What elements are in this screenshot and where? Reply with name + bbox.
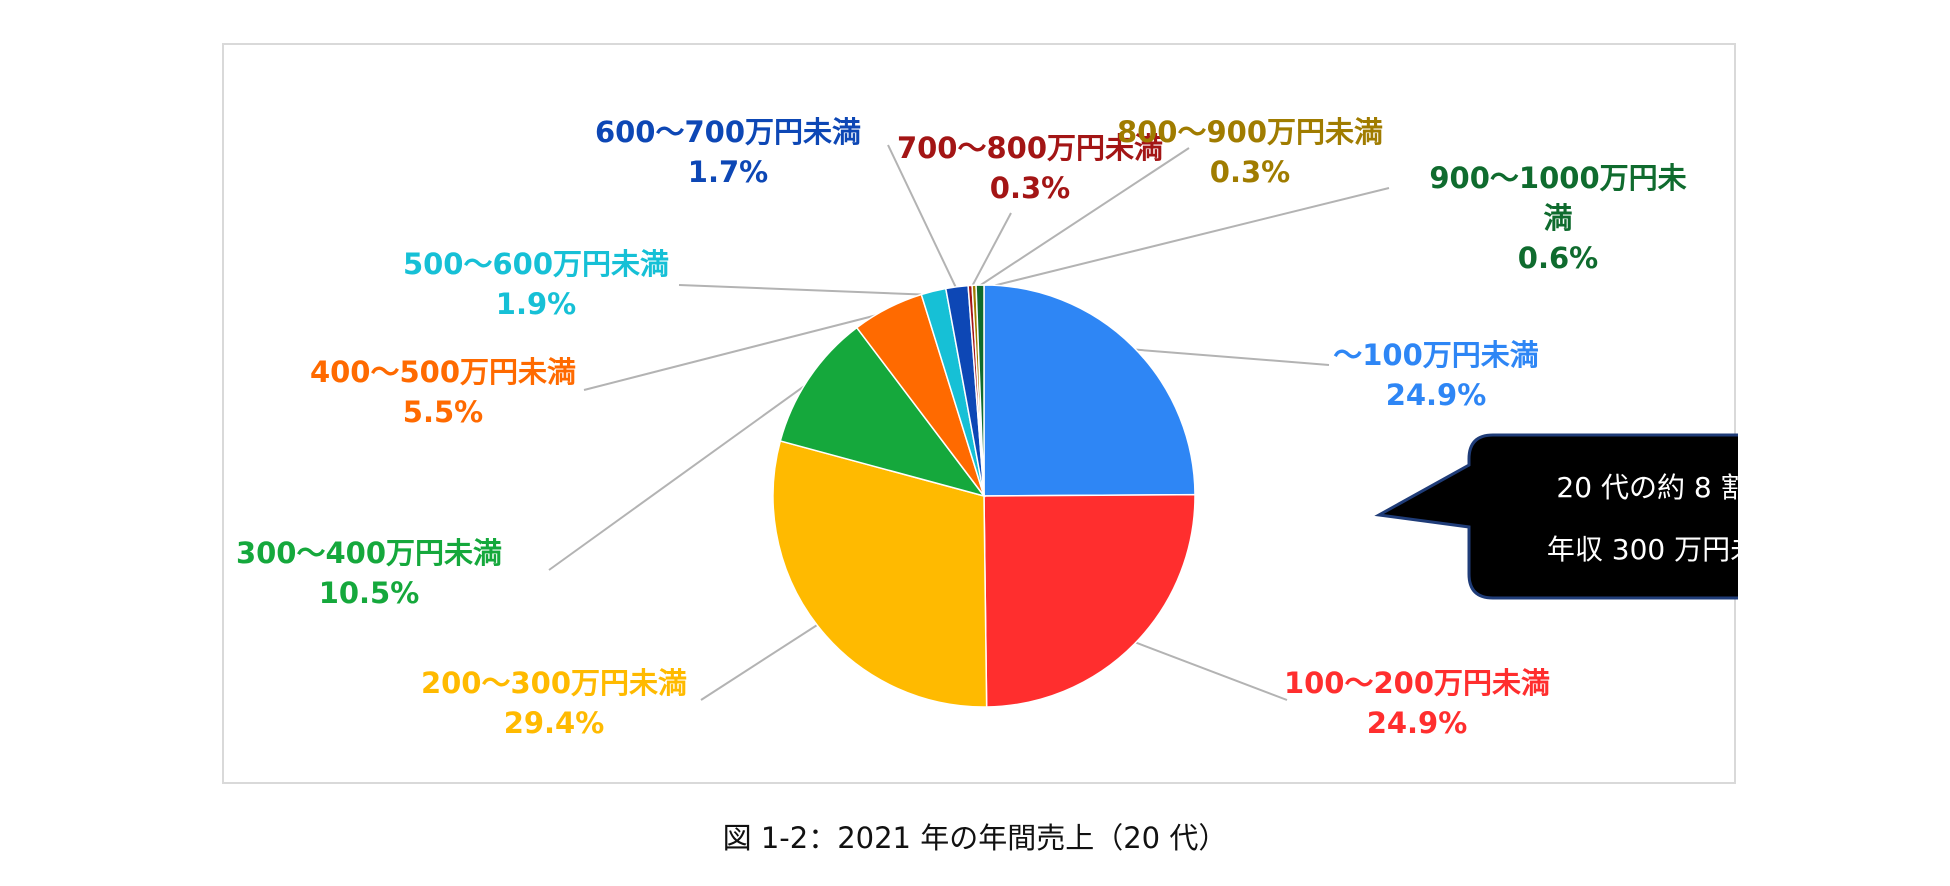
slice-category-label: 200～300万円未満: [421, 666, 687, 700]
pie-slice: [975, 284, 985, 497]
callout-text: 年収 300 万円未満: [1547, 533, 1738, 566]
pie-slice: [983, 493, 1196, 708]
pie-slice: [779, 326, 986, 498]
slice-value-label: 24.9%: [1386, 378, 1487, 412]
pie-slice: [983, 284, 1196, 497]
slice-value-label: 0.3%: [990, 171, 1070, 205]
callout-bubble: [1374, 433, 1738, 600]
slice-category-label: 満: [1543, 201, 1572, 235]
slice-value-label: 10.5%: [319, 576, 420, 610]
leader-line: [678, 284, 935, 297]
slice-value-label: 1.7%: [688, 155, 768, 189]
slice-category-label: 900～1000万円未: [1429, 161, 1686, 195]
pie-slice: [772, 440, 988, 708]
slice-labels: ～100万円未満 24.9% 100～200万円未満 24.9% 200～300万円未満…: [236, 115, 1687, 740]
leader-line: [887, 144, 959, 292]
figure-caption: 図 1-2：2021 年の年間売上（20 代）: [722, 821, 1228, 855]
callout-box: 20 代の約 8 割が年収 300 万円未満: [1374, 433, 1738, 600]
slice-value-label: 0.3%: [1210, 155, 1290, 189]
slice-category-label: 700～800万円未満: [897, 131, 1163, 165]
slice-category-label: 100～200万円未満: [1284, 666, 1550, 700]
leader-line: [700, 622, 821, 701]
slice-category-label: 800～900万円未満: [1117, 115, 1383, 149]
leader-line: [973, 147, 1190, 291]
leader-line: [548, 379, 814, 571]
leader-line: [979, 187, 1390, 291]
slice-value-label: 0.6%: [1518, 241, 1598, 275]
slice-category-label: 300～400万円未満: [236, 536, 502, 570]
leader-line: [1129, 348, 1330, 366]
slice-value-label: 29.4%: [504, 706, 605, 740]
slice-category-label: 500～600万円未満: [403, 247, 669, 281]
leader-line: [583, 310, 890, 391]
slice-value-label: 24.9%: [1367, 706, 1468, 740]
slice-value-label: 5.5%: [403, 395, 483, 429]
pie-slices: [772, 284, 1196, 708]
slice-category-label: ～100万円未満: [1333, 338, 1539, 372]
pie-chart: ～100万円未満 24.9% 100～200万円未満 24.9% 200～300万円未満…: [236, 115, 1738, 740]
leader-line: [1131, 640, 1288, 701]
chart-frame: ～100万円未満 24.9% 100～200万円未満 24.9% 200～300万円未満…: [222, 43, 1738, 784]
leader-line: [969, 212, 1012, 290]
leader-lines: [548, 144, 1390, 701]
slice-value-label: 1.9%: [496, 287, 576, 321]
slice-category-label: 600～700万円未満: [595, 115, 861, 149]
slice-category-label: 400～500万円未満: [310, 355, 576, 389]
callout-text: 20 代の約 8 割が: [1556, 471, 1738, 504]
